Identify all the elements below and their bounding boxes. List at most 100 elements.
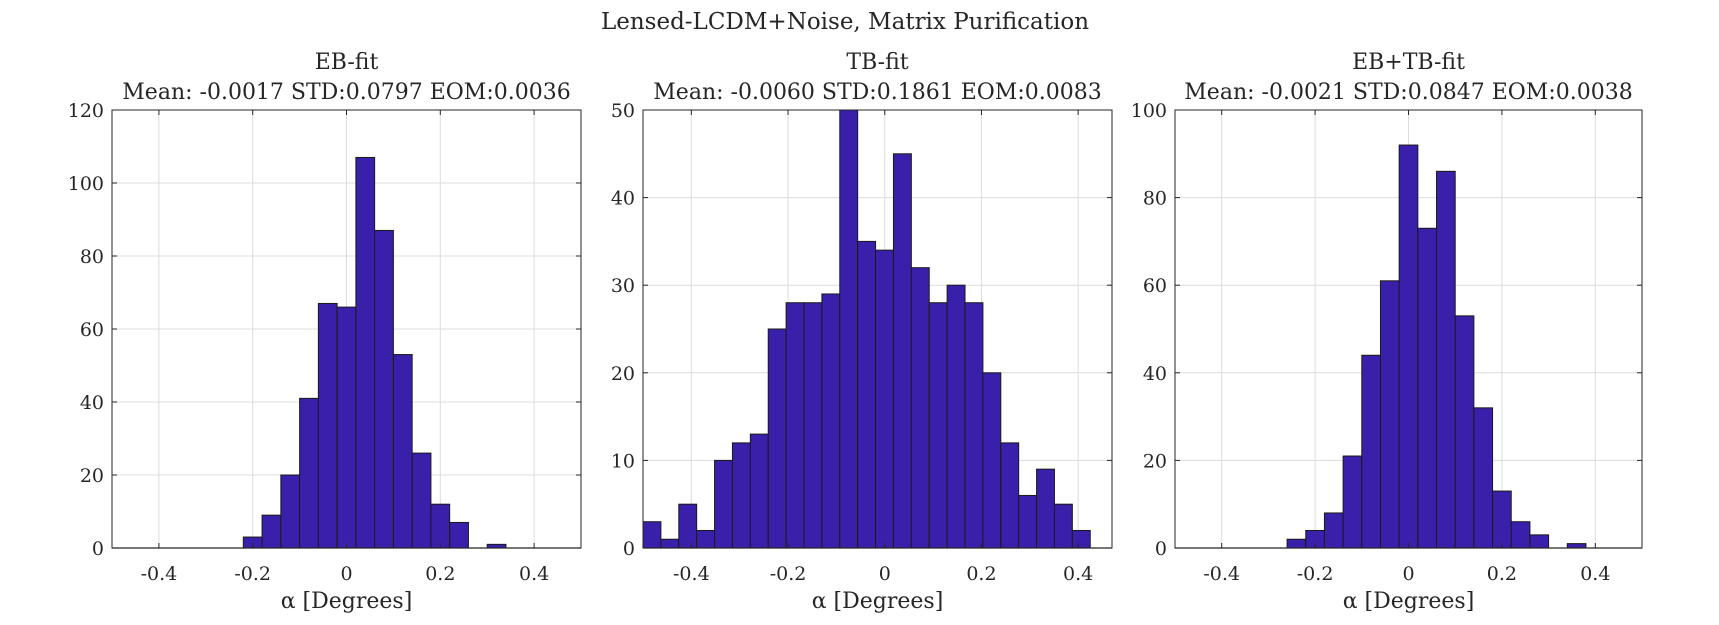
histogram-bar [875, 249, 894, 549]
y-tick-label: 100 [1131, 100, 1167, 122]
histogram-bar [1286, 538, 1307, 549]
histogram-bar [839, 109, 859, 549]
histogram-bar [964, 302, 984, 549]
x-tick-label: 0.2 [1487, 563, 1517, 585]
chart-title: EB-fit [315, 50, 379, 75]
histogram-bar [317, 302, 338, 549]
histogram-bar [1454, 315, 1475, 549]
y-tick-label: 80 [80, 246, 104, 268]
x-tick-label: -0.2 [234, 563, 271, 585]
histogram-bar [1361, 354, 1381, 549]
histogram-bar [731, 442, 751, 549]
histogram-bar [982, 372, 1002, 549]
histogram-bar [678, 503, 698, 549]
x-tick-label: 0.2 [425, 563, 455, 585]
x-tick-label: -0.2 [770, 563, 807, 585]
y-tick-label: 40 [611, 188, 635, 210]
histogram-bar [803, 302, 823, 549]
histogram-bar [374, 229, 394, 549]
chart-panel-2: -0.4 -0.2 0 0.2 0.4 0 10 20 30 40 50 TB-fit Mean: -0… [611, 50, 1113, 614]
y-tick-label: 60 [80, 319, 104, 341]
y-tick-label: 10 [611, 450, 635, 472]
chart-subtitle: Mean: -0.0060 STD:0.1861 EOM:0.0083 [653, 80, 1101, 105]
x-axis-label: α [Degrees] [1343, 589, 1475, 614]
x-tick-label: -0.2 [1297, 563, 1334, 585]
chart-panel-1: -0.4 -0.2 0 0.2 0.4 0 20 40 60 80 100 120 EB-fit Mean… [68, 50, 582, 614]
histogram-bar [1053, 503, 1073, 549]
histogram-bar [910, 267, 930, 549]
figure-title: Lensed-LCDM+Noise, Matrix Purification [601, 9, 1089, 35]
x-tick-label: 0.4 [1063, 563, 1093, 585]
chart-title: EB+TB-fit [1352, 50, 1465, 75]
chart-subtitle: Mean: -0.0021 STD:0.0847 EOM:0.0038 [1184, 80, 1632, 105]
histogram-bar [1379, 280, 1400, 549]
histogram-bar [696, 529, 716, 549]
y-tick-label: 60 [1143, 275, 1167, 297]
x-tick-label: 0 [879, 563, 891, 585]
y-tick-label: 0 [1155, 538, 1167, 560]
histogram-bar [1510, 521, 1531, 549]
x-tick-label: 0.4 [1580, 563, 1610, 585]
x-tick-label: 0.2 [966, 563, 996, 585]
x-tick-label: -0.4 [141, 563, 178, 585]
x-tick-label: 0 [1402, 563, 1414, 585]
histogram-bar [355, 156, 376, 549]
histogram-bar [336, 306, 357, 549]
histogram-bar [946, 284, 966, 549]
histogram-bar [1342, 455, 1363, 549]
histogram-bar [1323, 512, 1344, 549]
histogram-bar [1398, 144, 1419, 549]
x-axis-label: α [Degrees] [812, 589, 944, 614]
histogram-bar [449, 521, 469, 549]
histogram-bar [660, 538, 680, 549]
histogram-bar [749, 433, 769, 549]
histogram-bar [1018, 494, 1038, 549]
histogram-bar [411, 452, 432, 549]
histogram-bar [299, 397, 319, 549]
histogram-bar [1473, 407, 1494, 549]
histogram-bar [767, 328, 787, 549]
y-tick-label: 20 [80, 465, 104, 487]
histogram-bar [1436, 170, 1456, 549]
y-tick-label: 100 [68, 173, 104, 195]
histogram-bar [261, 514, 282, 549]
x-tick-label: -0.4 [1203, 563, 1240, 585]
chart-panel-3: -0.4 -0.2 0 0.2 0.4 0 20 40 60 80 100 EB+TB-fit Mean… [1131, 50, 1643, 614]
y-tick-label: 40 [80, 392, 104, 414]
y-tick-label: 120 [68, 100, 104, 122]
histogram-bar [392, 354, 413, 549]
y-tick-label: 0 [623, 538, 635, 560]
histogram-bar [280, 474, 301, 549]
histogram-bar [857, 240, 877, 549]
histogram-bar [642, 521, 662, 549]
y-tick-label: 40 [1143, 363, 1167, 385]
y-tick-label: 30 [611, 275, 635, 297]
histogram-bar [1529, 534, 1550, 549]
histogram-bar [928, 302, 948, 549]
histogram-bar [714, 459, 733, 549]
x-tick-label: 0 [340, 563, 352, 585]
histogram-bar [1071, 529, 1091, 549]
chart-title: TB-fit [846, 50, 908, 75]
y-tick-label: 20 [1143, 450, 1167, 472]
histogram-bar [785, 302, 805, 549]
chart-subtitle: Mean: -0.0017 STD:0.0797 EOM:0.0036 [122, 80, 570, 105]
y-tick-label: 80 [1143, 188, 1167, 210]
y-tick-label: 0 [92, 538, 104, 560]
histogram-bar [892, 153, 912, 549]
histogram-bar [1492, 490, 1512, 549]
histogram-bar [1000, 442, 1020, 549]
x-tick-label: 0.4 [519, 563, 549, 585]
histogram-bar [1036, 468, 1055, 549]
histogram-bar [430, 503, 451, 549]
y-tick-label: 50 [611, 100, 635, 122]
histogram-bar [1566, 543, 1587, 549]
histogram-bar [821, 293, 841, 549]
y-tick-label: 20 [611, 363, 635, 385]
histogram-bar [1417, 227, 1438, 549]
x-tick-label: -0.4 [673, 563, 710, 585]
axes-box [642, 109, 1113, 549]
x-axis-label: α [Degrees] [281, 589, 413, 614]
